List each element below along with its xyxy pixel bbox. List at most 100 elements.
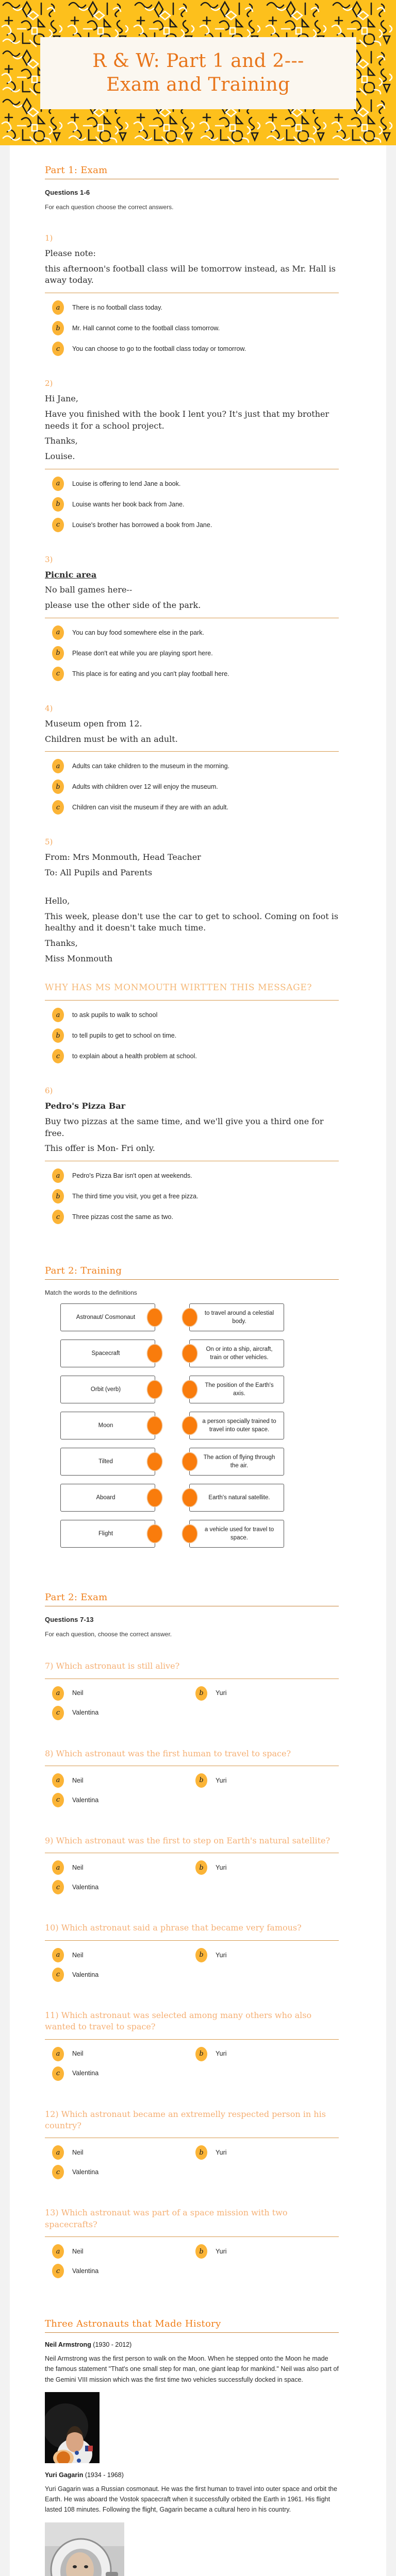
- section-heading-part2-training: Part 2: Training: [45, 1265, 122, 1277]
- option-a[interactable]: a Neil: [52, 1947, 195, 1962]
- option-c[interactable]: c This place is for eating and you can't…: [52, 666, 339, 681]
- match-row: Tilted The action of flying through the …: [45, 1448, 339, 1476]
- option-b[interactable]: b Adults with children over 12 will enjo…: [52, 779, 339, 794]
- option-c[interactable]: c Valentina: [52, 2066, 195, 2081]
- option-b[interactable]: b Yuri: [195, 1947, 339, 1962]
- match-connector-dot-icon[interactable]: [147, 1309, 162, 1327]
- option-letter-badge: b: [195, 1860, 207, 1875]
- option-text: Louise is offering to lend Jane a book.: [72, 480, 181, 487]
- option-c[interactable]: c Valentina: [52, 1792, 195, 1807]
- match-connector-dot-icon[interactable]: [183, 1345, 197, 1363]
- option-c[interactable]: c Valentina: [52, 1880, 195, 1895]
- match-definition[interactable]: Earth's natural satellite.: [183, 1484, 284, 1512]
- match-connector-dot-icon[interactable]: [183, 1309, 197, 1327]
- option-b[interactable]: b The third time you visit, you get a fr…: [52, 1189, 339, 1204]
- option-a[interactable]: a Louise is offering to lend Jane a book…: [52, 476, 339, 491]
- stimulus-line: Thanks,: [45, 436, 78, 446]
- option-b[interactable]: b Yuri: [195, 1773, 339, 1788]
- option-c[interactable]: c Valentina: [52, 2264, 195, 2279]
- option-c[interactable]: c to explain about a health problem at s…: [52, 1049, 339, 1064]
- question-block: 9) Which astronaut was the first to step…: [45, 1835, 339, 1900]
- option-b[interactable]: b to tell pupils to get to school on tim…: [52, 1028, 339, 1043]
- stimulus-line: Louise.: [45, 451, 75, 462]
- match-connector-dot-icon[interactable]: [147, 1525, 162, 1543]
- match-word[interactable]: Spacecraft: [60, 1340, 162, 1368]
- option-a[interactable]: a Neil: [52, 1686, 195, 1701]
- match-definition-label: a person specially trained to travel int…: [202, 1418, 276, 1433]
- option-b[interactable]: b Yuri: [195, 1860, 339, 1875]
- question-prompt: 10) Which astronaut said a phrase that b…: [45, 1923, 302, 1933]
- option-c[interactable]: c Valentina: [52, 1705, 195, 1720]
- option-letter-badge: c: [52, 1210, 64, 1225]
- questions-label-part1: Questions 1-6: [45, 189, 90, 196]
- match-word[interactable]: Tilted: [60, 1448, 162, 1476]
- match-definition[interactable]: to travel around a celestial body.: [183, 1303, 284, 1332]
- match-definition[interactable]: a person specially trained to travel int…: [183, 1412, 284, 1440]
- match-definition[interactable]: The position of the Earth's axis.: [183, 1376, 284, 1404]
- option-b[interactable]: b Please don't eat while you are playing…: [52, 646, 339, 660]
- question-prompt: 8) Which astronaut was the first human t…: [45, 1748, 291, 1758]
- match-word[interactable]: Orbit (verb): [60, 1376, 162, 1404]
- option-a[interactable]: a Neil: [52, 1860, 195, 1875]
- match-definition[interactable]: The action of flying through the air.: [183, 1448, 284, 1476]
- option-c[interactable]: c You can choose to go to the football c…: [52, 342, 339, 357]
- option-text: Yuri: [216, 2247, 227, 2255]
- match-connector-dot-icon[interactable]: [183, 1453, 197, 1471]
- question-block: 3) Picnic area No ball games here-- plea…: [45, 555, 339, 681]
- option-a[interactable]: a Neil: [52, 2244, 195, 2259]
- option-c[interactable]: c Valentina: [52, 1967, 195, 1982]
- match-connector-dot-icon[interactable]: [147, 1417, 162, 1435]
- option-b[interactable]: b Yuri: [195, 2046, 339, 2061]
- stimulus-line: To: All Pupils and Parents: [45, 868, 153, 878]
- option-text: Three pizzas cost the same as two.: [72, 1213, 173, 1221]
- option-a[interactable]: a Pedro's Pizza Bar isn't open at weeken…: [52, 1168, 339, 1183]
- stimulus-line: No ball games here--: [45, 585, 133, 595]
- match-connector-dot-icon[interactable]: [147, 1489, 162, 1507]
- match-connector-dot-icon[interactable]: [183, 1417, 197, 1435]
- option-c[interactable]: c Three pizzas cost the same as two.: [52, 1210, 339, 1225]
- stimulus-spacer: [45, 883, 339, 892]
- option-letter-badge: a: [52, 2244, 64, 2259]
- match-connector-dot-icon[interactable]: [147, 1381, 162, 1399]
- match-connector-dot-icon[interactable]: [147, 1345, 162, 1363]
- match-word[interactable]: Astronaut/ Cosmonaut: [60, 1303, 162, 1332]
- match-word[interactable]: Aboard: [60, 1484, 162, 1512]
- option-b[interactable]: b Mr. Hall cannot come to the football c…: [52, 321, 339, 336]
- question-block: 12) Which astronaut became an extremelly…: [45, 2109, 339, 2185]
- option-text: Valentina: [72, 1971, 99, 1978]
- match-connector-dot-icon[interactable]: [147, 1453, 162, 1471]
- option-a[interactable]: a There is no football class today.: [52, 300, 339, 315]
- option-letter-badge: a: [52, 476, 64, 491]
- worksheet-sheet: Part 1: Exam Questions 1-6 For each ques…: [10, 145, 386, 2576]
- option-c[interactable]: c Louise's brother has borrowed a book f…: [52, 517, 339, 532]
- option-a[interactable]: a You can buy food somewhere else in the…: [52, 625, 339, 640]
- match-connector-dot-icon[interactable]: [183, 1525, 197, 1543]
- instruction-part2: For each question, choose the correct an…: [45, 1631, 172, 1638]
- option-letter-badge: c: [52, 2066, 64, 2081]
- astronaut-years: (1930 - 2012): [91, 2341, 132, 2349]
- option-a[interactable]: a Adults can take children to the museum…: [52, 759, 339, 774]
- option-b[interactable]: b Yuri: [195, 2145, 339, 2160]
- match-connector-dot-icon[interactable]: [183, 1489, 197, 1507]
- option-a[interactable]: a Neil: [52, 2145, 195, 2160]
- match-definition[interactable]: a vehicle used for travel to space.: [183, 1520, 284, 1548]
- stimulus-line: From: Mrs Monmouth, Head Teacher: [45, 852, 201, 862]
- match-connector-dot-icon[interactable]: [183, 1381, 197, 1399]
- match-word[interactable]: Flight: [60, 1520, 162, 1548]
- option-b[interactable]: b Yuri: [195, 1686, 339, 1701]
- option-c[interactable]: c Valentina: [52, 2165, 195, 2180]
- option-letter-badge: a: [52, 2145, 64, 2160]
- option-b[interactable]: b Yuri: [195, 2244, 339, 2259]
- options-list: a Neil b Yuri c Valentina: [45, 2145, 339, 2184]
- option-a[interactable]: a to ask pupils to walk to school: [52, 1008, 339, 1023]
- neil-armstrong-photo: [45, 2392, 100, 2463]
- option-b[interactable]: b Louise wants her book back from Jane.: [52, 497, 339, 512]
- option-a[interactable]: a Neil: [52, 2046, 195, 2061]
- section-heading-part1: Part 1: Exam: [45, 165, 108, 176]
- match-definition[interactable]: On or into a ship, aircraft, train or ot…: [183, 1340, 284, 1368]
- options-list: a Neil b Yuri c Valentina: [45, 1947, 339, 1987]
- match-word[interactable]: Moon: [60, 1412, 162, 1440]
- option-c[interactable]: c Children can visit the museum if they …: [52, 800, 339, 815]
- option-a[interactable]: a Neil: [52, 1773, 195, 1788]
- option-letter-badge: b: [52, 1028, 64, 1043]
